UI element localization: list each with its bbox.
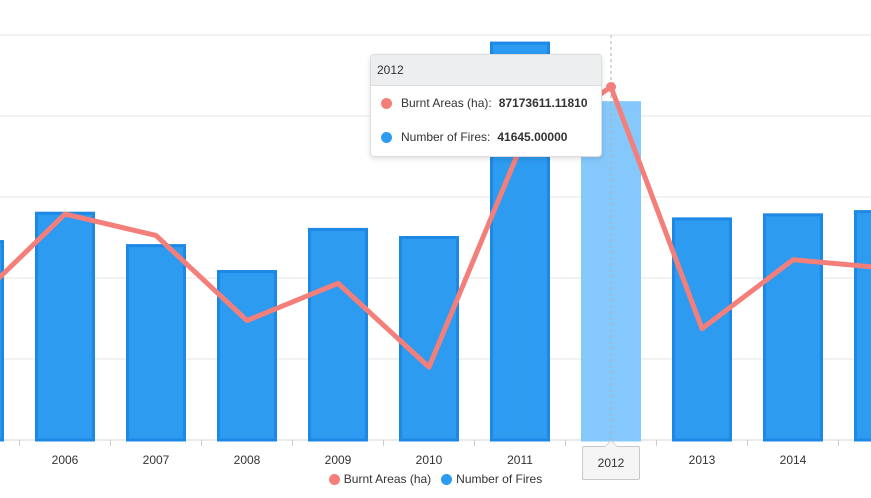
tooltip-row-burnt-areas: Burnt Areas (ha): 87173611.11810 bbox=[371, 86, 601, 120]
line-series-burnt-areas bbox=[0, 81, 871, 370]
bar-2006[interactable] bbox=[35, 211, 95, 442]
bar-2015[interactable] bbox=[854, 210, 871, 442]
x-axis-crosshair-label: 2012 bbox=[582, 440, 640, 480]
x-tick-label-2008: 2008 bbox=[234, 453, 261, 467]
bar-2014[interactable] bbox=[763, 213, 823, 442]
tooltip-label-burnt-areas: Burnt Areas (ha): bbox=[401, 96, 492, 110]
tooltip-value-burnt-areas: 87173611.11810 bbox=[498, 96, 588, 110]
bar-2010[interactable] bbox=[399, 236, 459, 442]
x-tick-label-2014: 2014 bbox=[780, 453, 807, 467]
tooltip-row-number-of-fires: Number of Fires: 41645.00000 bbox=[371, 120, 601, 154]
tooltip-value-number-of-fires: 41645.00000 bbox=[497, 130, 568, 144]
legend-item-number-of-fires[interactable]: Number of Fires bbox=[441, 472, 542, 486]
legend-marker-burnt-areas bbox=[328, 473, 340, 485]
chart-legend: Burnt Areas (ha) Number of Fires bbox=[0, 470, 871, 488]
legend-item-burnt-areas[interactable]: Burnt Areas (ha) bbox=[328, 472, 432, 486]
tooltip-title: 2012 bbox=[371, 55, 601, 86]
legend-marker-number-of-fires bbox=[441, 473, 453, 485]
tooltip-marker-number-of-fires bbox=[381, 131, 392, 143]
bar-2007[interactable] bbox=[126, 244, 186, 442]
point-burnt-areas-2012[interactable] bbox=[606, 81, 616, 92]
legend-label-number-of-fires: Number of Fires bbox=[456, 472, 543, 486]
x-tick-label-2007: 2007 bbox=[143, 453, 170, 467]
x-axis: 2005200620072008200920102011201320142015 bbox=[19, 440, 871, 467]
x-tick-label-2013: 2013 bbox=[689, 453, 716, 467]
x-tick-label-2010: 2010 bbox=[416, 453, 443, 467]
bar-2008[interactable] bbox=[217, 270, 277, 442]
bar-2013[interactable] bbox=[672, 217, 732, 442]
bar-2005[interactable] bbox=[0, 240, 4, 442]
tooltip-label-number-of-fires: Number of Fires: bbox=[401, 130, 491, 144]
chart-tooltip: 2012 Burnt Areas (ha): 87173611.11810 Nu… bbox=[370, 54, 602, 157]
x-tick-label-2006: 2006 bbox=[52, 453, 79, 467]
x-tick-label-2009: 2009 bbox=[325, 453, 352, 467]
tooltip-marker-burnt-areas bbox=[381, 97, 392, 109]
x-tick-label-2011: 2011 bbox=[507, 453, 533, 467]
bar-2009[interactable] bbox=[308, 227, 368, 442]
legend-label-burnt-areas: Burnt Areas (ha) bbox=[343, 472, 432, 486]
line-burnt-areas bbox=[0, 84, 871, 370]
